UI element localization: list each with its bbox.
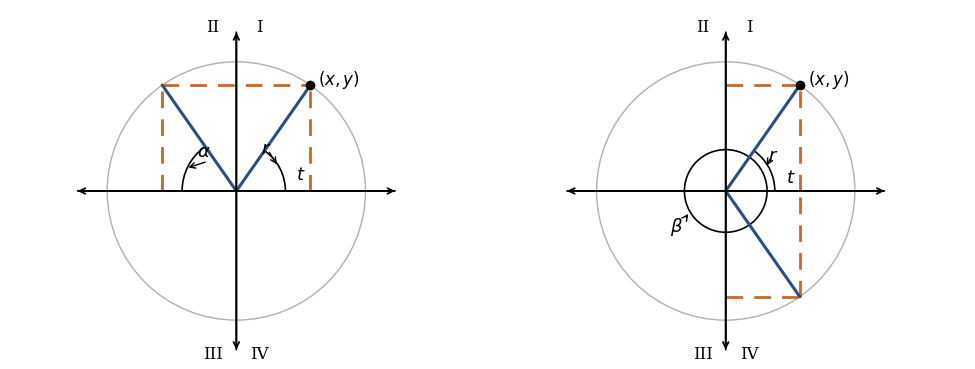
Text: $\alpha$: $\alpha$: [197, 143, 211, 161]
Text: I: I: [256, 19, 263, 36]
Text: $(x, y)$: $(x, y)$: [318, 69, 360, 91]
Text: $\beta$: $\beta$: [670, 216, 683, 238]
Text: II: II: [207, 19, 219, 36]
Text: IV: IV: [740, 346, 759, 363]
Text: II: II: [696, 19, 709, 36]
Text: $r$: $r$: [261, 139, 272, 158]
Text: IV: IV: [251, 346, 269, 363]
Text: I: I: [746, 19, 753, 36]
Text: $(x, y)$: $(x, y)$: [807, 69, 849, 91]
Text: $r$: $r$: [768, 147, 778, 165]
Text: III: III: [203, 346, 223, 363]
Text: $t$: $t$: [296, 166, 306, 184]
Text: III: III: [692, 346, 713, 363]
Text: $t$: $t$: [786, 169, 796, 187]
